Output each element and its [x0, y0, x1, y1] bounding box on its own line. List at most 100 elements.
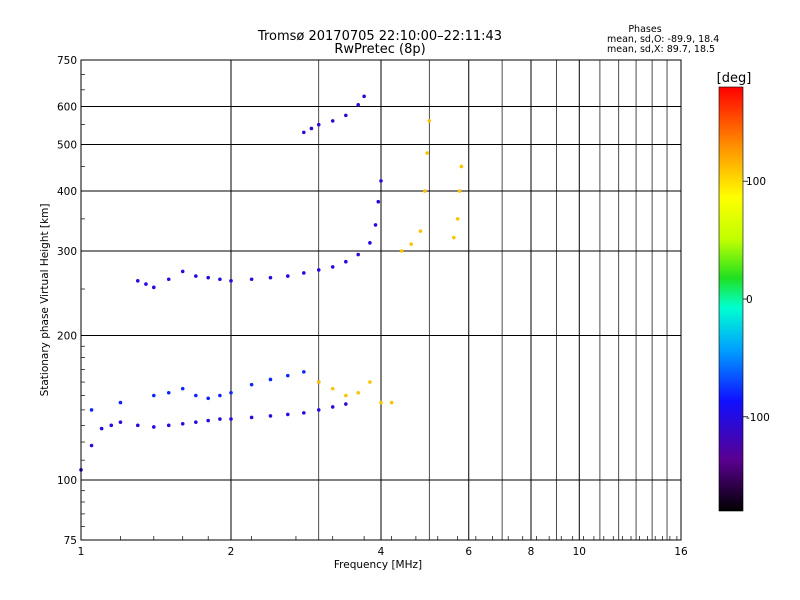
data-point	[285, 274, 290, 278]
x-tick-label: 1	[78, 546, 85, 558]
data-point	[302, 411, 306, 415]
colorbar-gradient	[718, 86, 744, 512]
data-point	[206, 396, 210, 401]
data-point	[249, 382, 254, 387]
data-points	[79, 94, 464, 472]
data-point	[249, 277, 254, 282]
data-point	[452, 235, 456, 240]
plot-frame	[80, 59, 682, 541]
data-point	[152, 285, 156, 290]
data-point	[316, 408, 321, 412]
data-point	[180, 421, 185, 426]
phases-legend-title: Phases	[628, 24, 661, 35]
data-point	[389, 400, 394, 405]
data-point	[152, 393, 156, 398]
data-point	[302, 271, 306, 275]
data-point	[330, 265, 335, 269]
data-point	[118, 400, 123, 405]
data-point	[109, 423, 114, 428]
data-point	[229, 417, 233, 421]
data-point	[302, 130, 306, 135]
y-tick-label: 300	[57, 246, 77, 258]
data-point	[330, 119, 335, 123]
data-point	[194, 420, 198, 424]
y-tick-label: 100	[57, 475, 77, 487]
chart-subtitle: RwPretec (8p)	[334, 42, 425, 57]
colorbar: [deg] 100 0 -100	[717, 71, 770, 512]
data-point	[135, 423, 140, 428]
data-point	[194, 274, 198, 278]
data-point	[249, 415, 254, 420]
data-point	[459, 164, 464, 169]
data-point	[152, 425, 156, 429]
y-tick-label: 500	[57, 140, 77, 152]
data-point	[206, 418, 210, 423]
data-point	[409, 242, 414, 246]
data-point	[285, 373, 290, 378]
data-point	[399, 249, 404, 253]
chart-title: Tromsø 20170705 22:10:00–22:11:43	[257, 29, 502, 44]
data-point	[373, 223, 378, 227]
data-point	[135, 279, 140, 283]
data-point	[344, 402, 348, 406]
data-point	[330, 386, 335, 391]
data-point	[144, 282, 148, 286]
data-point	[330, 405, 335, 409]
colorbar-tick-label: -100	[746, 412, 770, 424]
data-point	[455, 217, 460, 221]
x-tick-label: 2	[228, 546, 235, 558]
phases-legend-o: mean, sd,O: -89.9, 18.4	[607, 34, 719, 45]
data-point	[166, 277, 171, 282]
data-point	[427, 119, 432, 123]
data-point	[218, 393, 222, 398]
data-point	[344, 113, 348, 118]
data-point	[268, 275, 273, 280]
data-point	[316, 380, 321, 384]
data-point	[89, 408, 94, 412]
data-point	[344, 393, 348, 398]
data-point	[379, 179, 383, 183]
data-point	[166, 423, 171, 428]
data-point	[344, 259, 348, 264]
colorbar-tick-label: 0	[746, 294, 753, 306]
data-point	[379, 400, 383, 405]
data-point	[418, 229, 423, 233]
x-tick-label: 16	[674, 546, 688, 558]
data-point	[425, 151, 429, 155]
data-point	[285, 412, 290, 417]
data-point	[206, 275, 210, 280]
phases-legend: Phases mean, sd,O: -89.9, 18.4 mean, sd,…	[607, 24, 719, 55]
y-tick-label: 400	[57, 186, 77, 198]
data-point	[302, 370, 306, 374]
y-tick-label: 750	[57, 55, 77, 67]
data-point	[166, 390, 171, 395]
y-tick-label: 200	[57, 331, 77, 343]
y-axis-label: Stationary phase Virtual Height [km]	[39, 204, 51, 397]
data-point	[423, 189, 427, 193]
y-tick-label: 75	[64, 535, 77, 547]
data-point	[229, 279, 233, 283]
data-point	[376, 199, 381, 204]
data-point	[218, 417, 222, 421]
colorbar-label: [deg]	[717, 71, 752, 86]
data-point	[362, 94, 366, 99]
x-axis-label: Frequency [MHz]	[334, 559, 422, 571]
x-tick-label: 10	[573, 546, 586, 558]
grid	[81, 60, 681, 540]
data-point	[89, 443, 94, 448]
data-point	[316, 122, 321, 127]
data-point	[180, 269, 185, 274]
tick-labels: 1 2 4 6 8 10 16 75 100 200 300 400 500 600 750	[57, 55, 688, 558]
x-tick-label: 6	[465, 546, 472, 558]
data-point	[229, 390, 233, 395]
data-point	[118, 420, 123, 424]
data-point	[356, 102, 360, 107]
x-tick-label: 4	[378, 546, 385, 558]
data-point	[218, 277, 222, 282]
data-point	[268, 377, 273, 382]
data-point	[180, 386, 185, 391]
data-point	[457, 189, 462, 193]
y-tick-label: 600	[57, 102, 77, 114]
data-point	[99, 426, 104, 431]
